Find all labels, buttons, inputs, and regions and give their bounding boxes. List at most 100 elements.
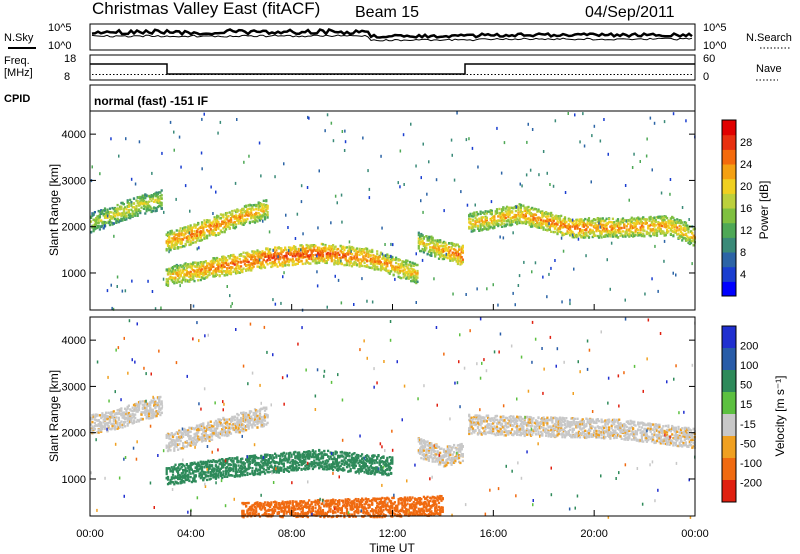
velocity-cell <box>185 440 188 443</box>
power-cell <box>599 230 602 233</box>
power-cell <box>95 218 98 222</box>
velocity-cell <box>229 427 233 430</box>
power-cell <box>185 271 188 275</box>
power-cell <box>629 221 632 224</box>
power-speckle <box>515 205 518 209</box>
power-cell <box>105 221 108 224</box>
power-cell <box>581 229 584 232</box>
power-cell <box>262 265 265 269</box>
power-speckle <box>583 144 586 148</box>
power-cell <box>379 265 383 268</box>
power-cell <box>329 255 332 258</box>
power-cell <box>614 228 617 232</box>
power-cell <box>377 261 380 264</box>
power-cell <box>236 264 239 267</box>
velocity-cell <box>200 423 204 426</box>
power-cell <box>208 266 211 270</box>
power-cell <box>168 267 171 271</box>
power-cell <box>306 244 309 247</box>
power-cell <box>432 245 435 248</box>
power-cell <box>310 252 313 255</box>
power-cell <box>223 270 226 273</box>
power-cell <box>532 222 535 225</box>
velocity-cell <box>208 426 211 430</box>
power-cell <box>449 255 452 258</box>
velocity-cell <box>237 428 240 431</box>
power-cell <box>363 264 366 268</box>
power-cell <box>209 266 212 269</box>
power-cell <box>425 235 428 238</box>
power-cell <box>318 256 321 259</box>
power-speckle <box>639 160 641 163</box>
velocity-cell <box>195 428 199 432</box>
power-cell <box>545 224 548 227</box>
power-cell <box>379 252 383 256</box>
velocity-cell <box>116 412 119 416</box>
power-cell <box>592 234 596 237</box>
power-cell <box>305 250 308 253</box>
power-cell <box>445 246 448 250</box>
power-cell <box>320 252 323 255</box>
power-cell <box>674 230 677 233</box>
power-cell <box>483 222 486 225</box>
power-cell <box>247 204 250 207</box>
power-cell <box>257 204 260 207</box>
velocity-cell <box>180 433 183 436</box>
velocity-cell <box>187 429 190 432</box>
power-cell <box>337 262 340 266</box>
power-cell <box>613 221 616 224</box>
power-cell <box>207 270 210 274</box>
power-cell <box>537 216 540 219</box>
velocity-cell <box>132 408 136 412</box>
power-cell <box>334 261 337 264</box>
power-cell <box>405 271 408 274</box>
power-cell <box>634 233 637 237</box>
power-speckle <box>308 116 310 120</box>
power-cell <box>262 252 265 255</box>
velocity-cell <box>107 415 110 419</box>
power-cell <box>250 207 253 211</box>
power-cell <box>325 252 328 256</box>
power-cell <box>426 243 429 246</box>
power-cell <box>373 264 376 268</box>
power-cell <box>503 214 506 217</box>
velocity-cell <box>187 443 190 446</box>
power-cell <box>348 261 351 264</box>
power-cell <box>179 239 182 243</box>
power-cell <box>180 242 183 245</box>
power-cell <box>300 244 303 247</box>
power-cell <box>216 225 219 228</box>
power-cell <box>586 225 589 229</box>
power-speckle <box>302 232 304 236</box>
power-cell <box>279 247 282 250</box>
power-cell <box>340 245 343 249</box>
power-speckle <box>496 126 498 130</box>
power-cell <box>565 225 568 228</box>
power-cell <box>563 217 567 220</box>
velocity-cell <box>154 403 157 406</box>
velocity-cell <box>223 429 226 432</box>
power-cell <box>141 198 144 202</box>
power-cell <box>185 230 188 233</box>
power-cell <box>124 218 127 221</box>
power-cell <box>195 223 199 227</box>
power-cell <box>192 274 195 277</box>
power-cell <box>229 217 233 220</box>
velocity-cell <box>177 443 180 446</box>
power-cell <box>228 270 231 273</box>
velocity-cell <box>156 412 159 415</box>
power-cell <box>372 254 375 257</box>
power-cell <box>531 206 534 210</box>
velocity-cell <box>236 422 239 425</box>
power-cell <box>223 261 226 265</box>
power-cell <box>213 275 216 278</box>
velocity-cell <box>224 426 228 429</box>
velocity-cell <box>182 442 185 445</box>
power-cell <box>263 251 267 254</box>
power-cell <box>95 223 98 226</box>
power-cell <box>168 238 171 241</box>
power-cell <box>204 270 207 274</box>
power-cell <box>265 260 268 263</box>
power-cell <box>116 213 119 216</box>
power-cell <box>541 225 544 229</box>
